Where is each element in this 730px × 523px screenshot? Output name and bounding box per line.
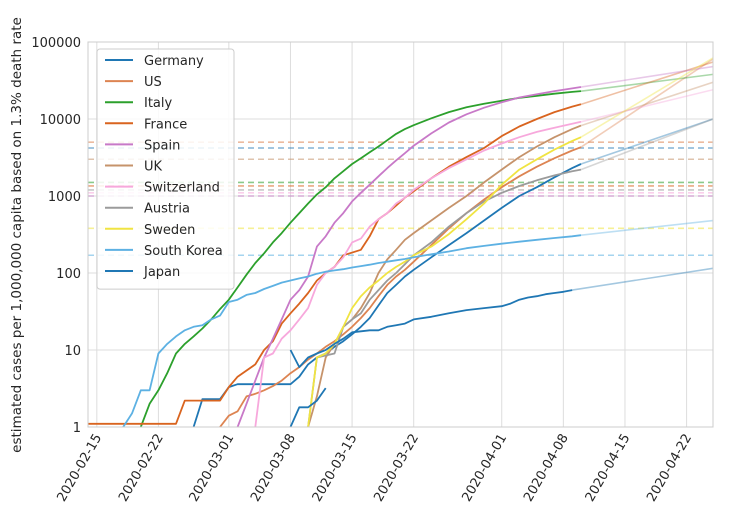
x-tick-label: 2020-03-08 (248, 432, 299, 505)
legend-label: Italy (144, 96, 173, 111)
y-tick-label: 1 (73, 421, 81, 436)
projection-line (580, 73, 713, 92)
y-axis-label: estimated cases per 1,000,000 capita bas… (9, 17, 25, 453)
x-tick-label: 2020-04-08 (521, 432, 572, 505)
projections (572, 57, 713, 291)
series-line (254, 120, 582, 427)
plot-frame (87, 41, 714, 428)
y-tick-label: 1000 (48, 190, 81, 205)
projection-line (580, 219, 713, 236)
series-line (88, 103, 582, 425)
series-line (307, 168, 582, 427)
legend-label: South Korea (144, 244, 223, 259)
legend-label: US (144, 75, 162, 90)
projection-line (580, 81, 713, 127)
legend-label: Germany (144, 54, 204, 69)
x-tick-label: 2020-02-22 (116, 432, 167, 505)
legend-label: Austria (144, 202, 190, 217)
projection-line (580, 118, 713, 171)
legend-label: UK (144, 160, 163, 175)
x-axis-ticks: 2020-02-15 2020-02-22 2020-03-01 2020-03-08… (54, 432, 695, 505)
series-line (192, 163, 582, 427)
series-line (289, 289, 573, 368)
legend-label: France (144, 117, 187, 132)
projection-line (580, 58, 713, 148)
x-tick-label: 2020-04-22 (644, 432, 695, 505)
projection-line (580, 118, 713, 165)
y-axis-ticks: 1 10 100 1000 10000 100000 (31, 36, 81, 436)
y-tick-label: 10 (64, 344, 81, 359)
series-lines (88, 86, 582, 427)
projection-line (572, 267, 713, 291)
projection-line (580, 65, 713, 88)
legend-label: Spain (144, 138, 180, 153)
x-tick-label: 2020-02-15 (54, 432, 105, 505)
projection-line (580, 88, 713, 123)
y-tick-label: 100 (56, 267, 81, 282)
legend: Germany US Italy France Spain UK Switzerland Au… (96, 48, 235, 290)
series-line (139, 90, 582, 427)
legend-label: Sweden (144, 223, 195, 238)
x-tick-label: 2020-03-15 (310, 432, 361, 505)
series-line (122, 234, 582, 427)
legend-label: Switzerland (144, 181, 220, 196)
x-tick-label: 2020-04-15 (583, 432, 634, 505)
x-tick-label: 2020-03-22 (371, 432, 422, 505)
projection-line (580, 61, 713, 106)
y-tick-label: 100000 (31, 36, 81, 51)
x-tick-label: 2020-03-01 (187, 432, 238, 505)
series-line (307, 136, 582, 427)
series-line (289, 387, 327, 427)
legend-label: Japan (143, 265, 180, 280)
x-tick-label: 2020-04-01 (459, 432, 510, 505)
y-tick-label: 10000 (40, 113, 81, 128)
projection-line (580, 57, 713, 138)
series-line (236, 86, 582, 427)
